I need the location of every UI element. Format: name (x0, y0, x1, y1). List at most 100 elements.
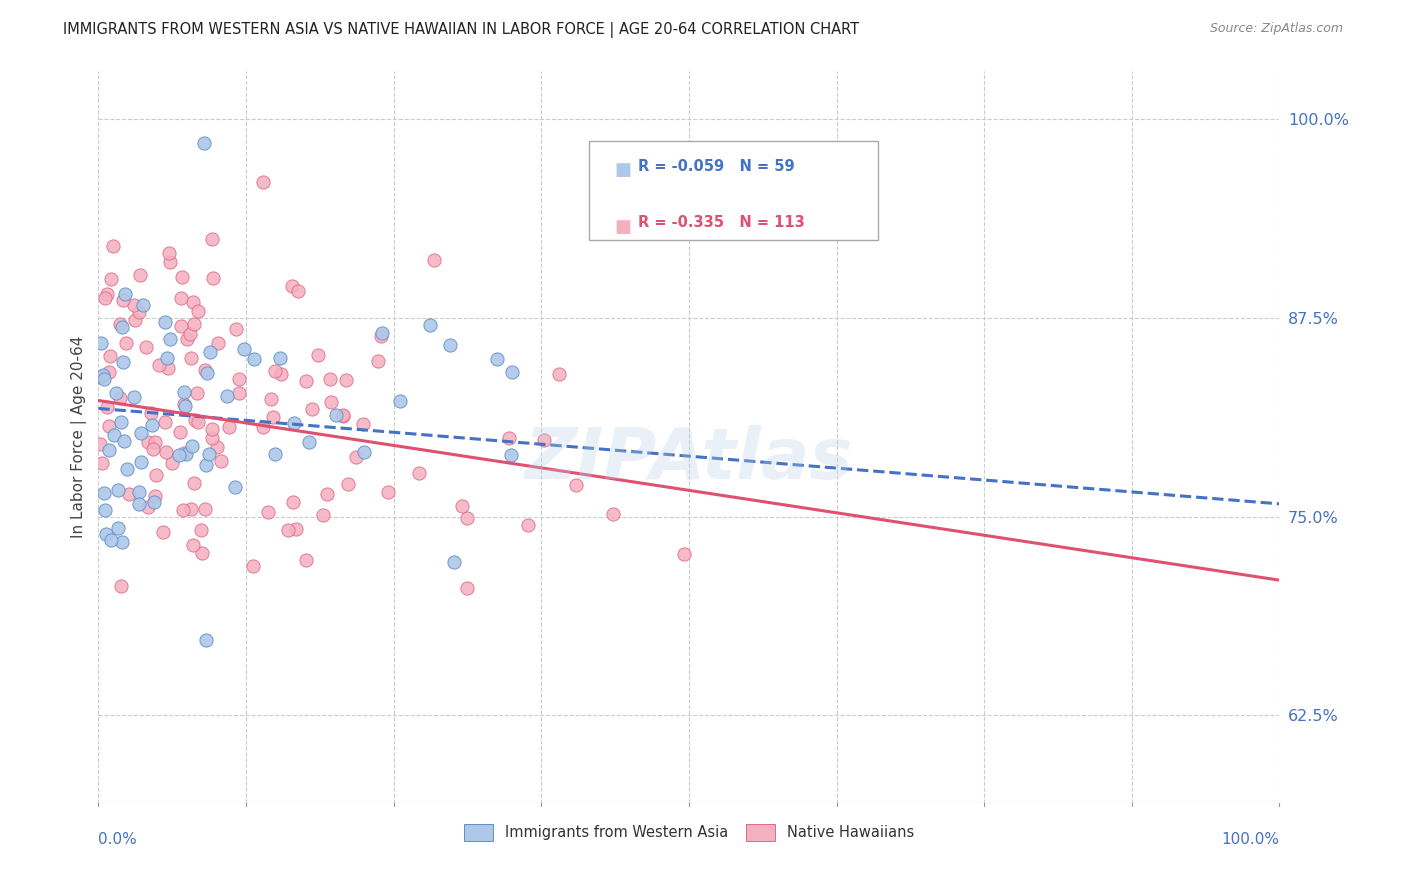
Point (108, 317, 131, 331)
Point (155, 315, 177, 329)
Point (207, 336, 229, 351)
Point (91, 456, 114, 470)
Point (298, 435, 321, 450)
Y-axis label: In Labor Force | Age 20-64: In Labor Force | Age 20-64 (72, 336, 87, 538)
Point (128, 268, 150, 282)
Point (96, 400, 118, 414)
Point (136, 500, 159, 515)
Point (141, 417, 163, 432)
Point (451, 499, 474, 513)
Point (170, 292, 193, 306)
Point (135, 340, 157, 354)
Point (456, 581, 478, 595)
Point (170, 319, 193, 334)
Point (107, 483, 129, 497)
Point (124, 313, 146, 327)
Point (98, 349, 121, 363)
Point (209, 454, 232, 468)
Point (142, 442, 165, 456)
Point (269, 351, 291, 366)
Text: R = -0.059   N = 59: R = -0.059 N = 59 (638, 159, 794, 174)
Point (112, 434, 135, 449)
Point (194, 502, 217, 516)
Point (277, 523, 299, 537)
Point (485, 351, 508, 366)
Point (159, 254, 181, 268)
Point (232, 343, 254, 357)
Point (152, 525, 174, 540)
Point (325, 409, 347, 423)
Legend: Immigrants from Western Asia, Native Hawaiians: Immigrants from Western Asia, Native Haw… (458, 818, 920, 847)
Point (195, 633, 218, 648)
Point (187, 415, 209, 429)
Point (198, 345, 221, 359)
Point (115, 462, 138, 476)
Point (167, 448, 190, 462)
Point (281, 278, 304, 293)
Point (159, 246, 181, 260)
Point (332, 409, 354, 423)
Point (156, 351, 179, 365)
Point (143, 489, 166, 503)
Point (225, 322, 247, 336)
Point (201, 232, 224, 246)
Point (110, 579, 132, 593)
Point (270, 368, 292, 382)
Point (96, 527, 118, 541)
Point (110, 416, 132, 430)
Point (128, 497, 150, 511)
Point (174, 399, 197, 413)
Point (257, 505, 280, 519)
Point (111, 355, 134, 369)
Text: 100.0%: 100.0% (1222, 832, 1279, 847)
Point (180, 351, 202, 366)
Text: 0.0%: 0.0% (98, 832, 138, 847)
Point (103, 427, 125, 442)
Point (201, 270, 224, 285)
Point (194, 363, 217, 377)
Point (335, 373, 357, 387)
Point (295, 374, 318, 388)
Point (105, 385, 128, 400)
Point (419, 318, 441, 333)
Point (89, 369, 111, 384)
Point (501, 365, 523, 379)
Point (517, 518, 540, 533)
Point (262, 410, 284, 425)
Point (183, 317, 205, 331)
Point (565, 478, 588, 492)
Point (174, 447, 197, 461)
Point (157, 361, 180, 376)
Text: ZIPAtlas: ZIPAtlas (524, 425, 853, 493)
Point (218, 420, 240, 434)
Point (94, 503, 117, 517)
Point (316, 487, 339, 501)
Point (111, 293, 134, 308)
Point (295, 553, 318, 567)
Point (98, 365, 121, 379)
Point (422, 252, 444, 267)
Point (114, 287, 136, 301)
Text: ■: ■ (614, 218, 631, 235)
Point (228, 386, 250, 401)
Point (181, 294, 204, 309)
Point (118, 487, 141, 501)
Point (301, 402, 323, 417)
Point (353, 444, 375, 458)
Point (93, 372, 115, 386)
Point (547, 368, 569, 382)
Point (201, 431, 224, 445)
Point (93, 485, 115, 500)
Point (307, 348, 329, 362)
Point (183, 476, 205, 491)
Point (283, 495, 305, 509)
Point (173, 385, 195, 400)
Text: ■: ■ (614, 161, 631, 179)
Point (283, 416, 305, 430)
Point (215, 389, 238, 403)
Point (96, 286, 118, 301)
Point (344, 450, 367, 464)
Point (224, 480, 246, 494)
Point (155, 415, 177, 429)
Point (180, 439, 202, 453)
